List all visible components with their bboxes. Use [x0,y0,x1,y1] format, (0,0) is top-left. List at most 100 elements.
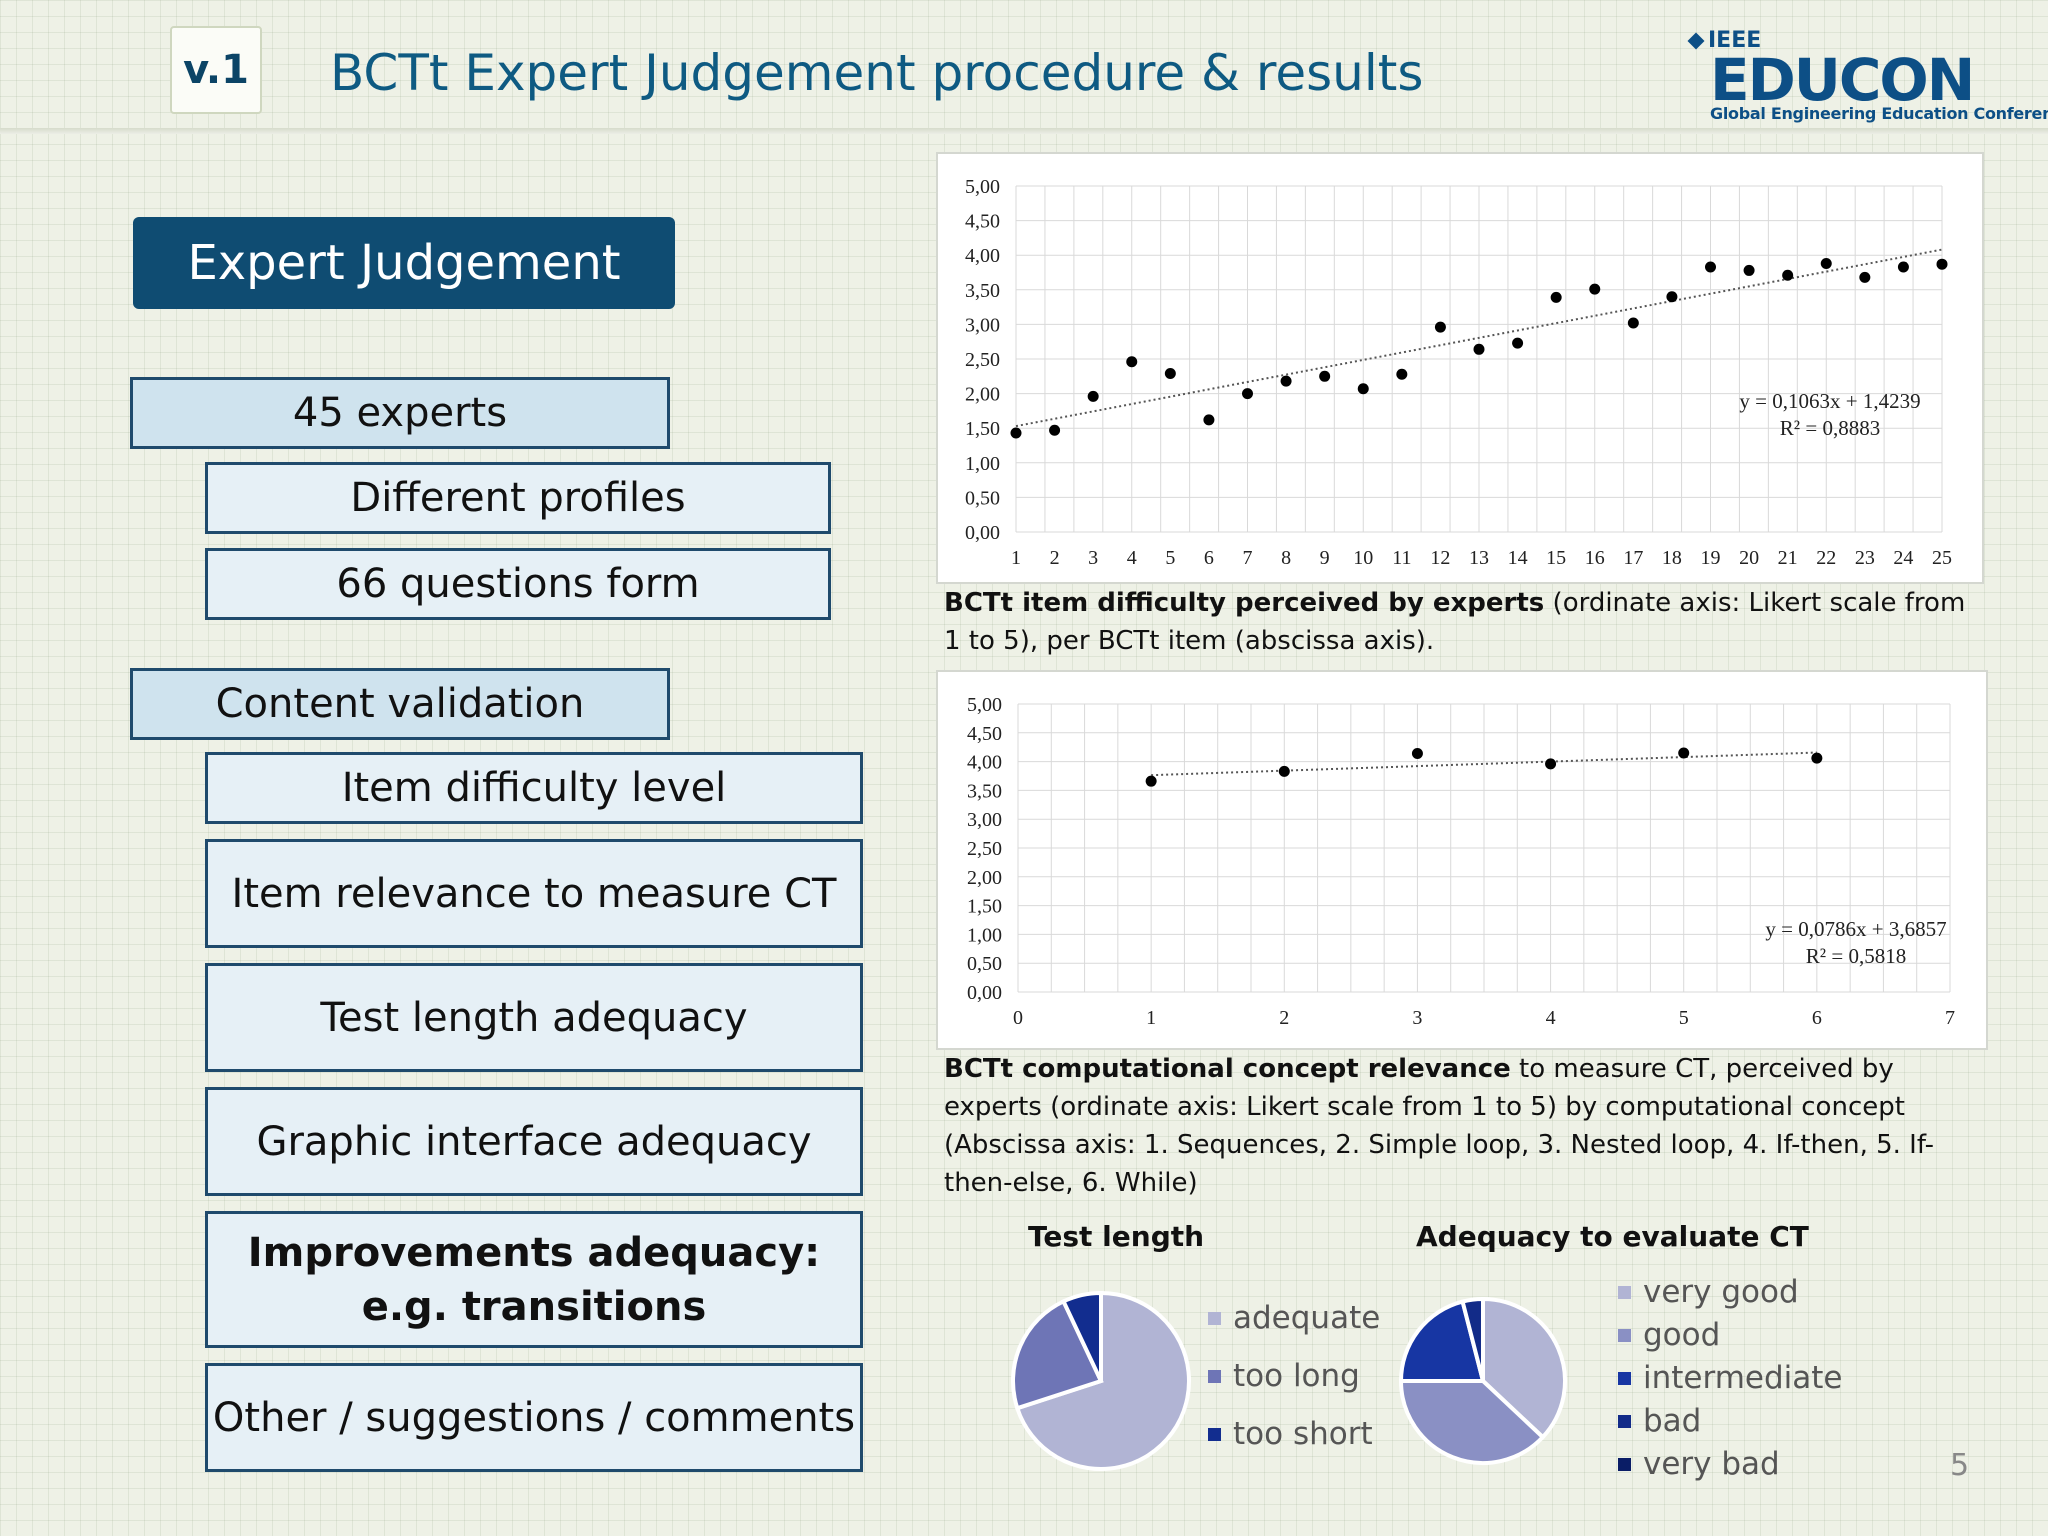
y-tick-label: 2,00 [965,384,1000,406]
data-point [1859,271,1871,283]
x-tick-label: 25 [1932,547,1952,569]
experts-count-label: 45 experts [292,390,508,436]
y-tick-label: 1,50 [967,896,1002,918]
y-tick-label: 0,50 [965,487,1000,509]
x-tick-label: 9 [1320,547,1330,569]
questions-form-box: 66 questions form [205,548,831,620]
data-point [1512,337,1524,349]
legend-swatch [1208,1369,1221,1383]
chart1-caption-text: (ordinate axis: Likert scale from 1 to 5… [944,588,1966,656]
trendline-r-squared: R² = 0,8883 [1780,416,1880,440]
pie-slice [1460,1296,1485,1382]
pie-slice [1011,1298,1104,1411]
data-point [1705,261,1716,273]
y-tick-label: 4,00 [967,752,1002,774]
educon-logo: IEEE EDUCON Global Engineering Education… [1687,28,2048,128]
data-point [1049,424,1061,436]
legend-label: very bad [1643,1446,1780,1482]
x-tick-label: 4 [1127,547,1137,569]
chart2-caption-bold: BCTt computational concept relevance [944,1054,1511,1084]
x-tick-label: 15 [1546,547,1566,569]
profiles-label: Different profiles [350,475,686,521]
x-tick-label: 8 [1281,547,1291,569]
educon-wordmark: EDUCON [1710,46,1975,114]
data-point [1145,775,1157,787]
data-point [1897,261,1909,273]
legend-swatch [1208,1427,1221,1441]
x-tick-label: 12 [1430,547,1450,569]
difficulty-level-label: Item difficulty level [341,765,727,811]
other-comments-label: Other / suggestions / comments [212,1394,856,1441]
data-point [1743,264,1755,276]
legend-swatch [1618,1328,1631,1342]
trendline-r-squared: R² = 0,5818 [1806,944,1906,968]
test-length-pie-title: Test length [1028,1220,1205,1253]
x-tick-label: 23 [1855,547,1875,569]
data-point [1545,758,1557,770]
data-point [1820,258,1832,270]
adequacy-pie-chart [1398,1296,1567,1465]
legend-swatch [1208,1311,1221,1325]
x-tick-label: 5 [1679,1007,1689,1029]
data-point [1087,390,1099,402]
data-point [1357,383,1369,395]
x-tick-label: 24 [1893,547,1913,569]
y-tick-label: 2,50 [965,349,1000,371]
legend-label: good [1643,1317,1721,1353]
data-point [1396,368,1408,380]
header-divider [0,128,2048,134]
legend-item: intermediate [1618,1360,1842,1396]
data-point [1164,368,1176,380]
educon-tagline: Global Engineering Education Conference [1710,104,2048,123]
data-point [1473,343,1485,355]
y-tick-label: 1,50 [965,418,1000,440]
x-tick-label: 4 [1546,1007,1556,1029]
test-length-pie-chart [1011,1290,1191,1471]
questions-form-label: 66 questions form [336,561,700,607]
legend-swatch [1618,1285,1631,1299]
legend-label: bad [1643,1403,1702,1439]
y-tick-label: 2,00 [967,867,1002,889]
y-tick-label: 0,00 [967,982,1002,1004]
legend-item: bad [1618,1403,1701,1439]
data-point [1589,283,1601,295]
y-tick-label: 4,00 [965,245,1000,267]
y-tick-label: 2,50 [967,838,1002,860]
graphic-interface-box: Graphic interface adequacy [205,1087,863,1196]
improvements-box: Improvements adequacy: e.g. transitions [205,1211,863,1348]
y-tick-label: 5,00 [965,176,1000,198]
difficulty-level-box: Item difficulty level [205,752,863,824]
legend-item: too long [1208,1358,1360,1394]
expert-judgement-heading: Expert Judgement [133,217,675,309]
x-tick-label: 16 [1585,547,1605,569]
experts-count-box: 45 experts [130,377,670,449]
x-tick-label: 10 [1353,547,1373,569]
trendline-equation: y = 0,1063x + 1,4239 [1739,389,1920,413]
x-tick-label: 2 [1050,547,1060,569]
ieee-label: IEEE [1708,28,1762,53]
y-tick-label: 1,00 [967,924,1002,946]
x-tick-label: 3 [1088,547,1098,569]
chart1-caption: BCTt item difficulty perceived by expert… [944,584,1984,660]
x-tick-label: 2 [1279,1007,1289,1029]
ieee-diamond-icon [1687,32,1705,50]
legend-swatch [1618,1457,1631,1471]
legend-label: very good [1643,1274,1799,1310]
data-point [1434,321,1446,333]
y-tick-label: 1,00 [965,453,1000,475]
x-tick-label: 1 [1011,547,1021,569]
trendline [1151,751,1817,777]
x-tick-label: 7 [1945,1007,1955,1029]
data-point [1126,356,1138,368]
y-tick-label: 4,50 [967,723,1002,745]
test-length-label: Test length adequacy [320,994,748,1041]
slide-title: BCTt Expert Judgement procedure & result… [330,44,1424,102]
x-tick-label: 14 [1508,547,1528,569]
content-validation-label: Content validation [215,681,585,727]
data-point [1319,370,1331,382]
data-point [1782,269,1794,281]
x-tick-label: 11 [1392,547,1411,569]
chart2-caption: BCTt computational concept relevance to … [944,1050,1984,1202]
legend-item: very good [1618,1274,1799,1310]
data-point [1666,291,1678,303]
